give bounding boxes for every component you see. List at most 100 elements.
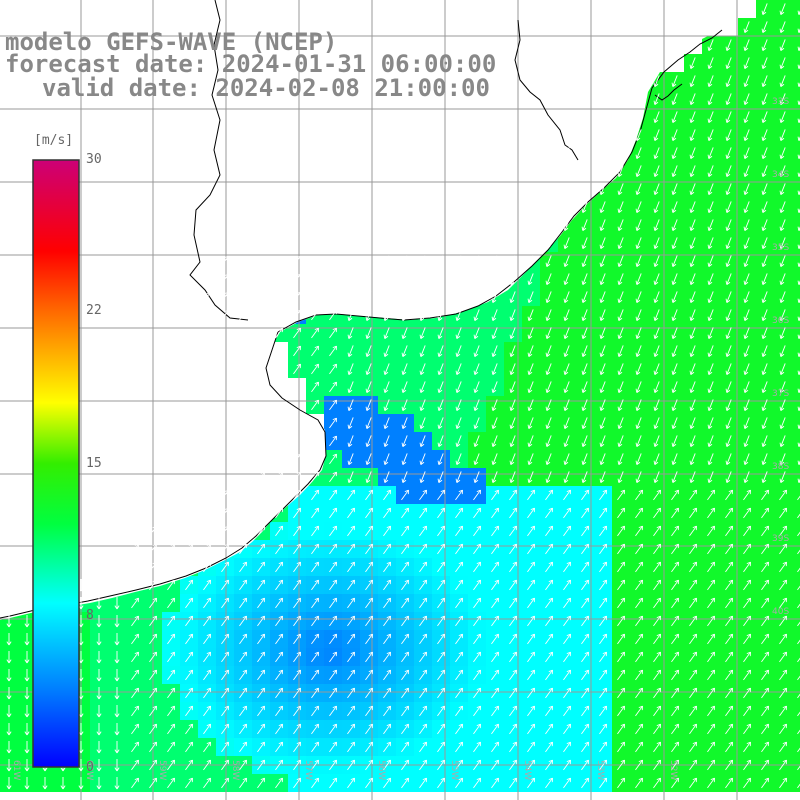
wind-arrow	[492, 183, 498, 195]
wind-arrow-head	[473, 334, 476, 339]
wind-arrow-head	[599, 172, 602, 177]
wind-arrow	[347, 741, 355, 753]
wind-arrow	[492, 453, 498, 465]
wind-arrow-head	[563, 478, 566, 483]
wind-arrow	[365, 579, 373, 591]
wind-arrow-head	[563, 352, 566, 357]
wind-arrow-head	[24, 641, 28, 646]
wind-arrow-head	[509, 262, 512, 267]
wind-arrow	[311, 471, 319, 483]
wind-arrow	[762, 327, 768, 339]
wind-arrow-head	[530, 579, 535, 583]
wind-arrow	[780, 3, 786, 15]
wind-arrow	[203, 579, 211, 591]
wind-arrow-head	[224, 309, 229, 313]
wind-arrow	[437, 543, 445, 555]
wind-arrow-head	[690, 425, 695, 429]
wind-arrow-head	[708, 425, 713, 429]
wind-arrow	[617, 705, 625, 717]
wind-arrow	[401, 741, 409, 753]
wind-arrow-head	[437, 316, 440, 321]
wind-arrow	[744, 21, 750, 33]
wind-arrow-head	[710, 525, 715, 529]
wind-arrow-head	[797, 388, 800, 393]
wind-arrow-head	[599, 118, 602, 123]
wind-arrow	[203, 741, 211, 753]
wind-arrow	[293, 651, 301, 663]
wind-arrow-head	[708, 281, 713, 285]
wind-arrow-head	[635, 172, 638, 177]
wind-arrow-head	[671, 424, 674, 429]
wind-arrow	[509, 741, 517, 753]
wind-arrow-head	[26, 731, 30, 736]
wind-arrow-head	[779, 280, 782, 285]
wind-arrow	[672, 129, 678, 141]
wind-arrow	[726, 345, 732, 357]
wind-arrow	[654, 183, 660, 195]
wind-arrow-head	[689, 64, 692, 69]
wind-arrow	[545, 489, 553, 501]
wind-arrow-head	[492, 191, 497, 195]
wind-arrow-head	[653, 370, 656, 375]
wind-arrow-head	[671, 478, 674, 483]
wind-arrow-head	[582, 371, 587, 375]
wind-arrow-head	[761, 352, 764, 357]
wind-arrow	[708, 39, 714, 51]
wind-arrow	[239, 705, 247, 717]
wind-arrow	[671, 705, 679, 717]
wind-arrow-head	[635, 388, 638, 393]
wind-arrow	[473, 705, 481, 717]
wind-arrow-head	[545, 388, 548, 393]
wind-arrow-head	[600, 317, 605, 321]
wind-arrow	[600, 147, 606, 159]
wind-arrow-head	[170, 705, 175, 709]
wind-arrow-head	[744, 47, 749, 51]
wind-arrow-head	[563, 406, 566, 411]
wind-arrow	[744, 381, 750, 393]
wind-arrow-head	[509, 406, 512, 411]
wind-arrow-head	[744, 137, 749, 141]
wind-arrow-head	[365, 352, 368, 357]
wind-arrow-head	[384, 443, 389, 447]
wind-arrow-head	[510, 407, 515, 411]
wind-arrow-head	[296, 543, 301, 547]
wind-arrow	[401, 579, 409, 591]
wind-arrow	[564, 309, 570, 321]
wind-arrow-head	[260, 507, 265, 511]
wind-arrow-head	[692, 687, 697, 691]
wind-arrow	[617, 597, 625, 609]
wind-arrow-head	[242, 543, 247, 547]
wind-arrow	[455, 759, 463, 771]
wind-arrow-head	[278, 525, 283, 529]
wind-arrow-head	[527, 208, 530, 213]
wind-arrow	[257, 651, 265, 663]
wind-arrow	[600, 453, 606, 465]
wind-arrow-head	[618, 209, 623, 213]
wind-arrow-head	[782, 507, 787, 511]
wind-arrow	[780, 111, 786, 123]
wind-arrow-head	[618, 371, 623, 375]
wind-arrow	[366, 327, 372, 339]
wind-arrow	[329, 507, 337, 519]
wind-arrow-head	[188, 651, 193, 655]
wind-arrow-head	[260, 615, 265, 619]
wind-arrow-head	[653, 316, 656, 321]
wind-arrow-head	[599, 424, 602, 429]
wind-arrow-head	[782, 543, 787, 547]
wind-arrow	[383, 759, 391, 771]
wind-arrow	[402, 363, 408, 375]
wind-arrow-head	[512, 561, 517, 565]
wind-arrow-head	[491, 478, 494, 483]
wind-arrow-head	[690, 407, 695, 411]
wind-arrow-head	[332, 579, 337, 583]
wind-arrow-head	[708, 263, 713, 267]
wind-arrow	[617, 633, 625, 645]
wind-arrow	[690, 129, 696, 141]
wind-arrow	[708, 363, 714, 375]
wind-arrow-head	[260, 471, 265, 475]
wind-arrow	[348, 453, 354, 465]
wind-arrow-head	[798, 31, 800, 33]
wind-arrow-head	[581, 406, 584, 411]
wind-arrow	[708, 417, 714, 429]
wind-arrow-head	[242, 759, 247, 763]
